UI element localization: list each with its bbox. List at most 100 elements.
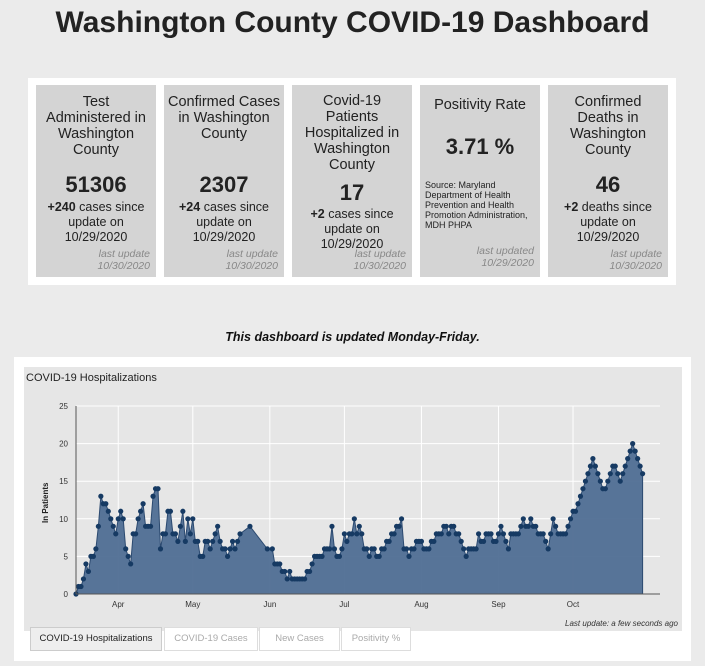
data-point[interactable] bbox=[224, 553, 231, 559]
data-point[interactable] bbox=[587, 463, 594, 469]
data-point[interactable] bbox=[356, 523, 362, 529]
data-point[interactable] bbox=[140, 501, 146, 507]
data-point[interactable] bbox=[515, 531, 521, 537]
data-point[interactable] bbox=[177, 523, 183, 529]
data-point[interactable] bbox=[217, 538, 223, 544]
data-point[interactable] bbox=[580, 486, 586, 492]
data-point[interactable] bbox=[287, 568, 293, 575]
data-point[interactable] bbox=[157, 546, 164, 552]
data-point[interactable] bbox=[431, 538, 437, 544]
data-point[interactable] bbox=[309, 561, 315, 567]
data-point[interactable] bbox=[180, 508, 186, 514]
data-point[interactable] bbox=[528, 516, 534, 522]
data-point[interactable] bbox=[553, 523, 559, 529]
data-point[interactable] bbox=[381, 546, 387, 552]
data-point[interactable] bbox=[615, 471, 621, 477]
data-point[interactable] bbox=[572, 508, 579, 514]
data-point[interactable] bbox=[627, 448, 633, 454]
data-point[interactable] bbox=[215, 523, 221, 529]
data-point[interactable] bbox=[95, 523, 101, 529]
data-point[interactable] bbox=[376, 553, 382, 559]
data-point[interactable] bbox=[475, 531, 482, 537]
data-point[interactable] bbox=[456, 531, 462, 537]
data-point[interactable] bbox=[182, 538, 188, 544]
data-point[interactable] bbox=[463, 553, 469, 559]
data-point[interactable] bbox=[612, 463, 618, 469]
data-point[interactable] bbox=[366, 553, 372, 559]
data-point[interactable] bbox=[190, 516, 196, 522]
data-point[interactable] bbox=[207, 546, 213, 552]
data-point[interactable] bbox=[550, 516, 556, 522]
data-point[interactable] bbox=[607, 471, 613, 477]
data-point[interactable] bbox=[500, 531, 507, 537]
data-point[interactable] bbox=[498, 523, 504, 529]
data-point[interactable] bbox=[344, 538, 350, 544]
data-point[interactable] bbox=[172, 531, 179, 537]
data-point[interactable] bbox=[93, 546, 99, 552]
data-point[interactable] bbox=[595, 471, 601, 477]
data-point[interactable] bbox=[543, 538, 549, 544]
data-point[interactable] bbox=[575, 501, 581, 507]
data-point[interactable] bbox=[329, 523, 335, 529]
data-point[interactable] bbox=[80, 576, 87, 582]
data-point[interactable] bbox=[364, 546, 370, 552]
data-point[interactable] bbox=[200, 553, 206, 559]
data-point[interactable] bbox=[205, 538, 211, 544]
data-point[interactable] bbox=[83, 561, 89, 567]
data-point[interactable] bbox=[195, 538, 201, 544]
data-point[interactable] bbox=[640, 471, 646, 477]
data-point[interactable] bbox=[98, 493, 104, 499]
data-point[interactable] bbox=[120, 516, 126, 522]
data-point[interactable] bbox=[503, 538, 509, 544]
data-point[interactable] bbox=[234, 538, 241, 544]
data-point[interactable] bbox=[319, 553, 325, 559]
data-point[interactable] bbox=[175, 538, 181, 544]
data-point[interactable] bbox=[85, 568, 92, 575]
data-point[interactable] bbox=[632, 448, 638, 454]
data-point[interactable] bbox=[128, 561, 134, 567]
data-point[interactable] bbox=[78, 583, 84, 590]
data-point[interactable] bbox=[488, 531, 494, 537]
data-point[interactable] bbox=[247, 523, 253, 529]
data-point[interactable] bbox=[277, 561, 283, 567]
tab-hospitalizations[interactable]: COVID-19 Hospitalizations bbox=[30, 627, 162, 651]
data-point[interactable] bbox=[548, 531, 554, 537]
data-point[interactable] bbox=[620, 471, 626, 477]
data-point[interactable] bbox=[222, 546, 228, 552]
tab-new-cases[interactable]: New Cases bbox=[259, 627, 340, 651]
data-point[interactable] bbox=[493, 538, 499, 544]
data-point[interactable] bbox=[133, 531, 139, 537]
data-point[interactable] bbox=[232, 546, 238, 552]
data-point[interactable] bbox=[307, 568, 313, 575]
data-point[interactable] bbox=[473, 546, 479, 552]
data-point[interactable] bbox=[533, 523, 539, 529]
data-point[interactable] bbox=[105, 508, 111, 514]
data-point[interactable] bbox=[540, 531, 546, 537]
data-point[interactable] bbox=[480, 538, 487, 544]
data-point[interactable] bbox=[458, 538, 464, 544]
data-point[interactable] bbox=[605, 478, 611, 484]
data-point[interactable] bbox=[155, 486, 161, 492]
data-point[interactable] bbox=[147, 523, 154, 529]
data-point[interactable] bbox=[438, 531, 444, 537]
data-point[interactable] bbox=[187, 531, 193, 537]
data-point[interactable] bbox=[403, 546, 410, 552]
data-point[interactable] bbox=[359, 531, 365, 537]
data-point[interactable] bbox=[185, 516, 191, 522]
data-point[interactable] bbox=[110, 523, 116, 529]
data-point[interactable] bbox=[396, 523, 402, 529]
data-point[interactable] bbox=[371, 546, 377, 552]
data-point[interactable] bbox=[520, 516, 526, 522]
data-point[interactable] bbox=[210, 538, 216, 544]
data-point[interactable] bbox=[545, 546, 551, 552]
data-point[interactable] bbox=[237, 531, 243, 537]
data-point[interactable] bbox=[264, 546, 270, 552]
data-point[interactable] bbox=[351, 516, 357, 522]
data-point[interactable] bbox=[115, 516, 121, 522]
data-point[interactable] bbox=[349, 531, 355, 537]
data-point[interactable] bbox=[162, 531, 169, 537]
data-point[interactable] bbox=[282, 568, 288, 575]
data-point[interactable] bbox=[118, 508, 124, 514]
data-point[interactable] bbox=[108, 516, 114, 522]
data-point[interactable] bbox=[525, 523, 531, 529]
